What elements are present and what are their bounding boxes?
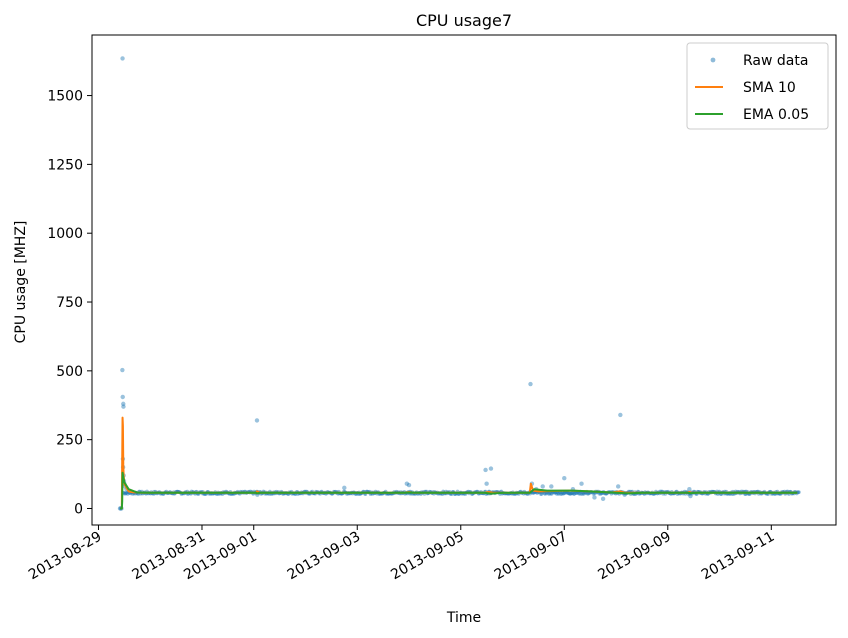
raw-point <box>687 487 692 492</box>
x-tick-label: 2013-09-03 <box>285 529 363 584</box>
raw-point <box>549 484 554 489</box>
raw-point <box>484 481 489 486</box>
raw-point <box>568 492 573 496</box>
raw-point <box>575 491 579 495</box>
raw-point <box>796 490 801 495</box>
x-tick-label: 2013-09-07 <box>492 529 570 584</box>
raw-point <box>598 492 603 496</box>
x-tick-label: 2013-09-05 <box>388 529 466 584</box>
x-tick-label: 2013-09-11 <box>699 529 777 584</box>
raw-point <box>582 492 586 496</box>
raw-point <box>562 476 567 481</box>
raw-point <box>562 491 566 496</box>
raw-point <box>585 491 590 496</box>
raw-point <box>586 491 591 496</box>
raw-point <box>544 491 549 496</box>
raw-point <box>120 367 125 373</box>
raw-point <box>120 394 125 400</box>
raw-point <box>125 492 130 496</box>
raw-point <box>120 56 125 61</box>
raw-point <box>122 492 127 496</box>
raw-point <box>547 491 552 496</box>
legend-label: SMA 10 <box>743 80 796 96</box>
y-tick-label: 750 <box>56 295 83 311</box>
raw-point <box>483 467 488 473</box>
raw-point <box>406 482 412 488</box>
raw-point <box>591 492 596 496</box>
raw-point <box>615 484 621 489</box>
y-axis: 0 250 500 750 1000 1250 1500 <box>47 89 92 517</box>
raw-point <box>540 484 545 489</box>
raw-point <box>569 491 573 496</box>
plot-frame <box>91 34 837 526</box>
raw-point <box>797 490 801 494</box>
raw-point <box>592 495 597 500</box>
raw-point <box>572 491 577 496</box>
series-ema-005-line <box>120 471 798 510</box>
legend: Raw data SMA 10 EMA 0.05 <box>686 42 829 130</box>
y-axis-label: CPU usage [MHZ] <box>13 221 29 344</box>
raw-point <box>580 492 585 496</box>
y-tick-label: 1000 <box>47 226 83 242</box>
x-tick-label: 2013-09-09 <box>595 529 673 584</box>
raw-point <box>125 490 129 495</box>
raw-point <box>123 491 128 496</box>
raw-point <box>549 492 554 496</box>
raw-point <box>559 491 564 496</box>
raw-point <box>600 496 606 502</box>
y-tick-label: 250 <box>56 433 83 449</box>
raw-point <box>121 404 126 409</box>
y-tick-label: 1500 <box>47 89 83 105</box>
raw-point <box>561 492 565 496</box>
raw-point <box>559 492 563 496</box>
raw-point <box>579 481 584 486</box>
y-tick-label: 0 <box>74 501 83 517</box>
raw-point <box>566 491 571 496</box>
raw-point <box>562 491 567 495</box>
x-tick-label: 2013-08-29 <box>26 529 104 584</box>
raw-point <box>570 491 575 496</box>
raw-point <box>572 492 576 496</box>
raw-point <box>579 492 583 496</box>
raw-point <box>556 491 560 496</box>
legend-box <box>686 42 829 130</box>
raw-point <box>254 418 260 423</box>
chart-title: CPU usage7 <box>416 11 512 30</box>
raw-point <box>488 466 494 471</box>
x-axis-label: Time <box>446 610 481 626</box>
raw-point <box>539 492 544 496</box>
raw-point <box>557 492 561 496</box>
raw-point <box>564 490 568 495</box>
raw-point <box>549 492 553 496</box>
raw-point <box>577 491 582 496</box>
raw-point <box>124 491 128 495</box>
raw-point <box>121 401 126 407</box>
raw-point <box>577 491 581 496</box>
raw-point <box>554 492 559 496</box>
raw-point <box>574 491 578 495</box>
y-tick-label: 1250 <box>47 157 83 173</box>
raw-point <box>570 491 574 495</box>
legend-label: Raw data <box>743 53 808 69</box>
raw-point <box>531 491 535 495</box>
raw-point <box>567 491 571 496</box>
raw-point <box>618 412 623 418</box>
raw-point <box>528 381 533 387</box>
raw-point <box>342 485 347 491</box>
y-tick-label: 500 <box>56 364 83 380</box>
raw-point <box>567 492 572 496</box>
raw-point <box>404 481 410 486</box>
legend-marker-raw <box>710 57 716 63</box>
raw-point <box>539 492 543 496</box>
raw-point <box>547 492 551 496</box>
raw-point <box>542 491 547 496</box>
raw-point <box>564 490 569 495</box>
legend-label: EMA 0.05 <box>743 107 809 123</box>
series-layer <box>117 56 801 511</box>
raw-point <box>688 493 693 499</box>
raw-point <box>543 492 548 496</box>
